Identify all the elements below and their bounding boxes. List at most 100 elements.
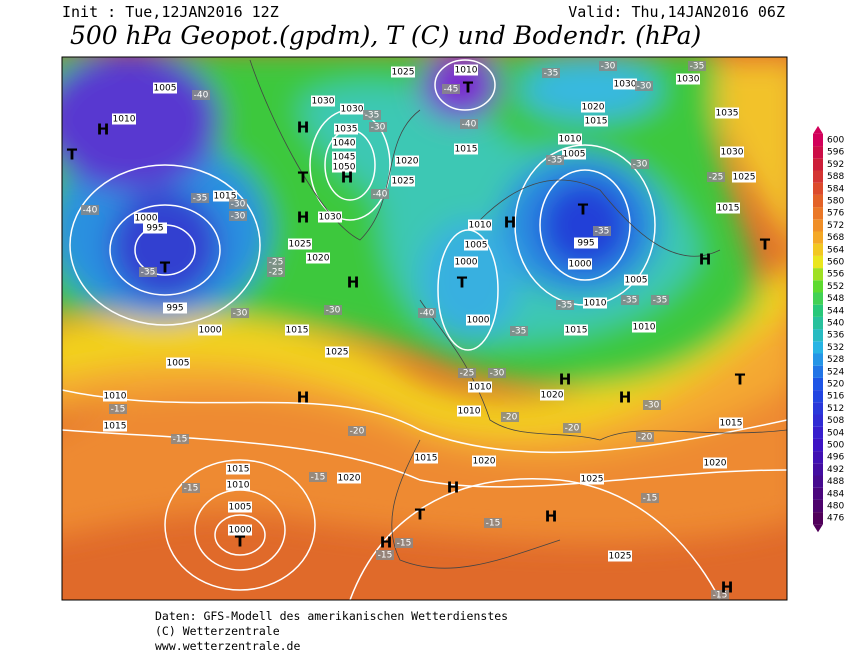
temperature-label-box (636, 432, 654, 442)
colorbar-swatch (813, 414, 823, 427)
temperature-label-box (556, 300, 574, 310)
isobar-label: 1020 (582, 103, 605, 113)
temperature-label-box (641, 493, 659, 503)
pressure-system: H (721, 579, 734, 597)
colorbar-label: 584 (827, 184, 844, 194)
isobar-label-box (226, 463, 250, 475)
temperature-label: -30 (645, 401, 660, 411)
temperature-label: -40 (462, 120, 477, 130)
isobar-label: 1020 (338, 474, 361, 484)
temperature-label-box (191, 193, 209, 203)
isobar-label: 1015 (720, 419, 743, 429)
isobar-label-box (466, 314, 490, 326)
temperature-label-box (484, 518, 502, 528)
colorbar-label: 508 (827, 416, 844, 426)
temperature-label-box (688, 61, 706, 71)
isobar-label: 1030 (614, 80, 637, 90)
temperature-label: -40 (194, 91, 209, 101)
isobar-label-box (464, 239, 488, 251)
isobar-label: 1015 (214, 192, 237, 202)
temperature-label-box (635, 81, 653, 91)
temperature-label: -35 (595, 227, 610, 237)
isobar-label: 1010 (559, 135, 582, 145)
isobar-label: 1020 (473, 457, 496, 467)
isobar-label: 995 (146, 224, 163, 234)
temperature-label: -30 (371, 123, 386, 133)
footer-source: Daten: GFS-Modell des amerikanischen Wet… (155, 609, 508, 623)
temperature-label-box (192, 90, 210, 100)
temperature-label: -25 (269, 258, 284, 268)
colorbar-label: 600 (827, 136, 844, 146)
temperature-label: -30 (633, 160, 648, 170)
isobar-label: 1020 (541, 391, 564, 401)
isobar-label-box (166, 357, 190, 369)
temperature-label-box (324, 305, 342, 315)
isobar-label-box (732, 171, 756, 183)
temperature-label: -35 (544, 69, 559, 79)
colorbar-swatch (813, 194, 823, 208)
isobar-label-box (720, 146, 744, 158)
colorbar-swatch (813, 304, 823, 317)
temperature-label-box (369, 122, 387, 132)
isobar-label: 1000 (455, 258, 478, 268)
isobar-label: 1015 (455, 145, 478, 155)
isobar-label: 1010 (113, 115, 136, 125)
temperature-label-box (643, 400, 661, 410)
isobar-label: 1030 (677, 75, 700, 85)
isobar-label: 995 (577, 239, 594, 249)
isobar-label-box (391, 175, 415, 187)
temperature-label-box (371, 189, 389, 199)
pressure-system: H (297, 119, 310, 137)
colorbar-label: 476 (827, 514, 844, 524)
temperature-label: -35 (558, 301, 573, 311)
isobar-label: 1035 (335, 125, 358, 135)
temperature-label: -40 (373, 190, 388, 200)
isobar-label-box (454, 143, 478, 155)
temperature-label-box (631, 159, 649, 169)
isobar-label: 1025 (392, 177, 415, 187)
temperature-label-box (182, 483, 200, 493)
isobar-label: 1000 (135, 214, 158, 224)
isobar-label-box (632, 321, 656, 333)
temperature-label: -35 (365, 111, 380, 121)
colorbar-label: 496 (827, 453, 844, 463)
isobar-label-box (112, 113, 136, 125)
colorbar-label: 488 (827, 477, 844, 487)
colorbar-label: 552 (827, 282, 844, 292)
temperature-label: -30 (637, 82, 652, 92)
isobar-label: 1010 (469, 221, 492, 231)
colorbar-swatch (813, 438, 823, 452)
colorbar-swatch (813, 292, 823, 305)
isobar-label-box (564, 324, 588, 336)
pressure-system: H (97, 121, 110, 139)
temperature-label: -35 (141, 268, 156, 278)
colorbar-swatch (813, 402, 823, 415)
temperature-label: -35 (623, 296, 638, 306)
colorbar-label: 592 (827, 160, 844, 170)
colorbar-swatch (813, 499, 823, 513)
colorbar-label: 580 (827, 197, 844, 207)
isobar-label: 1035 (716, 109, 739, 119)
isobar-label-box (163, 302, 187, 314)
isobar-label-box (613, 78, 637, 90)
colorbar-swatch (813, 365, 823, 378)
isobar-label: 1050 (333, 163, 356, 173)
temperature-label: -25 (269, 268, 284, 278)
isobar-label-box (468, 219, 492, 231)
isobar-label-box (608, 550, 632, 562)
temperature-label-box (229, 211, 247, 221)
isobar-label-box (311, 95, 335, 107)
temperature-label: -35 (548, 156, 563, 166)
isobar-label-box (228, 524, 252, 536)
colorbar: 476 480 484 488 492 496 500 504 508 512 516 520 524 5… (813, 125, 844, 533)
pressure-system: T (457, 274, 468, 292)
pressure-system: H (504, 214, 517, 232)
isobar-label: 1025 (326, 348, 349, 358)
colorbar-swatch (813, 451, 823, 464)
temperature-label-box (442, 84, 460, 94)
map-title: 500 hPa Geopot.(gpdm), T (C) und Bodendr… (70, 21, 701, 50)
temperature-label-box (542, 68, 560, 78)
isobar-label: 1015 (415, 454, 438, 464)
